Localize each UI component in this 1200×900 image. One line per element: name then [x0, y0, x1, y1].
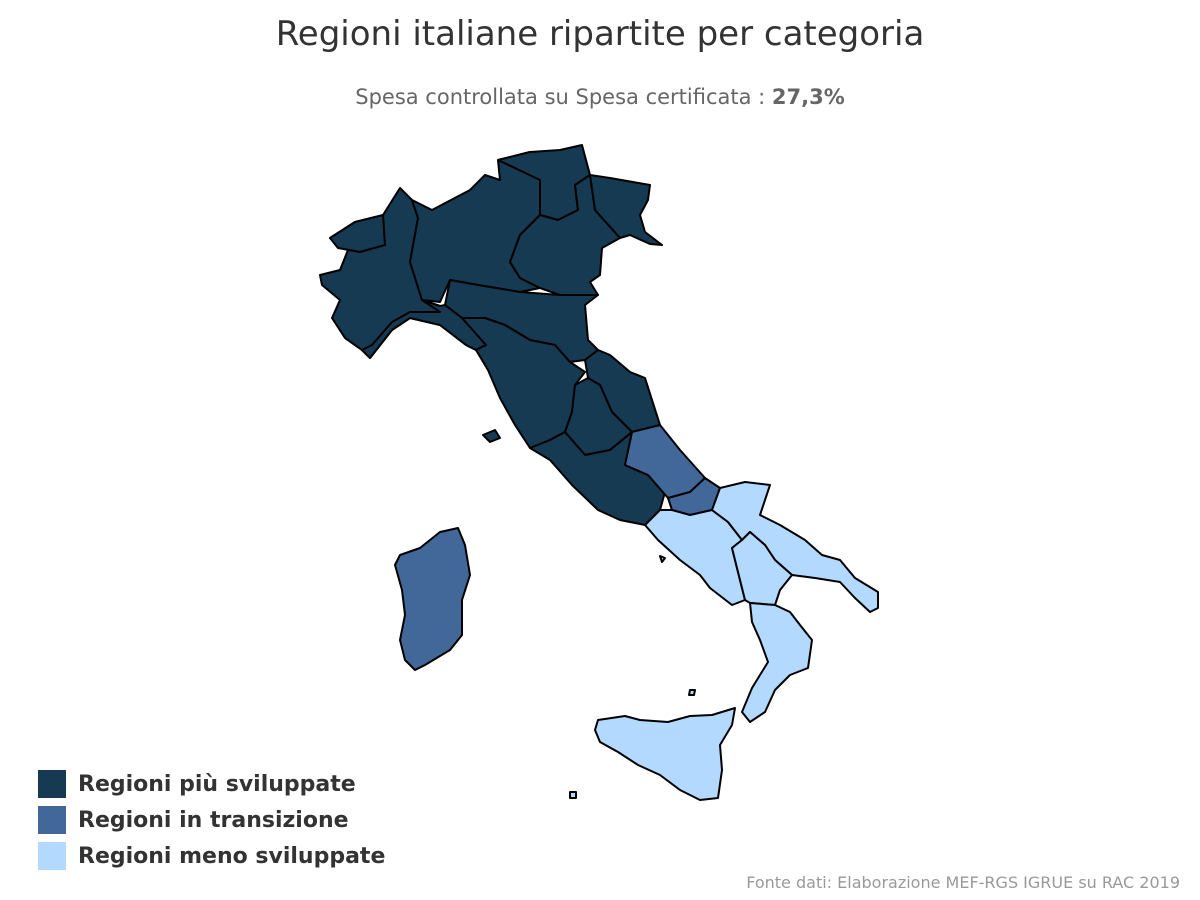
legend-label: Regioni in transizione	[78, 807, 349, 833]
region-basilicata[interactable]	[731, 531, 793, 606]
region-lombardia[interactable]	[409, 151, 541, 303]
region-friuli[interactable]	[589, 174, 663, 246]
credits[interactable]: Fonte dati: Elaborazione MEF-RGS IGRUE s…	[746, 873, 1180, 892]
chart-title: Regioni italiane ripartite per categoria	[275, 14, 925, 54]
island-capri	[659, 555, 666, 563]
region-valle-daosta[interactable]	[329, 214, 386, 253]
legend-label: Regioni meno sviluppate	[78, 843, 386, 869]
legend-swatch	[38, 806, 66, 834]
island-lipari	[688, 689, 696, 696]
chart-subtitle: Spesa controllata su Spesa certificata :…	[0, 85, 1200, 109]
island-elba	[482, 429, 501, 443]
region-veneto[interactable]	[509, 174, 621, 296]
region-sardegna[interactable]	[394, 527, 471, 671]
legend: Regioni più sviluppate Regioni in transi…	[38, 766, 385, 874]
region-sicilia[interactable]	[594, 707, 736, 801]
subtitle-label: Spesa controllata su Spesa certificata :	[355, 85, 772, 109]
legend-item-transition[interactable]: Regioni in transizione	[38, 802, 385, 838]
legend-swatch	[38, 842, 66, 870]
island-pantelleria	[569, 791, 577, 799]
legend-label: Regioni più sviluppate	[78, 771, 356, 797]
region-toscana[interactable]	[461, 317, 586, 449]
legend-swatch	[38, 770, 66, 798]
subtitle-value: 27,3%	[771, 85, 845, 109]
legend-item-less-developed[interactable]: Regioni meno sviluppate	[38, 838, 385, 874]
region-calabria[interactable]	[741, 602, 813, 723]
legend-item-more-developed[interactable]: Regioni più sviluppate	[38, 766, 385, 802]
